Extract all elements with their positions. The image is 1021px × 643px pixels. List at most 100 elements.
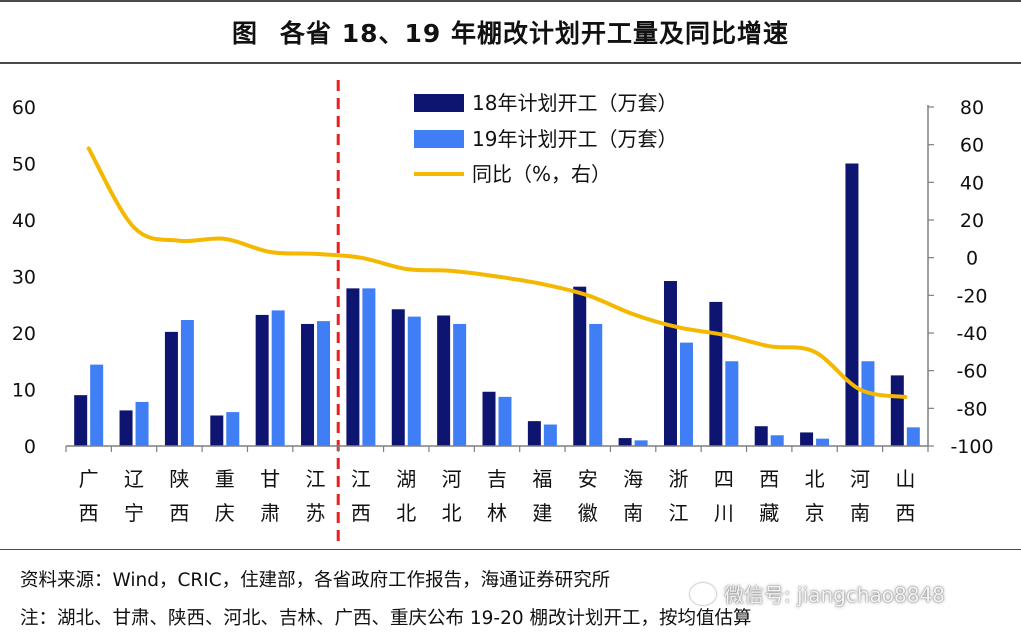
line-group <box>86 146 908 400</box>
bar-18-3 <box>210 415 224 446</box>
left-tick-label-5: 50 <box>12 154 36 176</box>
title-bar: 图各省 18、19 年棚改计划开工量及同比增速 <box>0 0 1021 64</box>
right-tick-label-9: 80 <box>960 97 984 119</box>
category-label-4-bottom: 肃 <box>260 501 280 525</box>
bar-18-4 <box>255 314 269 446</box>
category-label-18-top: 山 <box>895 467 915 491</box>
bar-18-2 <box>164 331 178 446</box>
category-label-2-top: 陕 <box>169 467 189 491</box>
axes-group: 0102030405060-100-80-60-40-20020406080广西… <box>12 97 994 525</box>
category-label-12-top: 海 <box>623 467 643 491</box>
bar-18-14 <box>709 301 723 446</box>
category-label-6-top: 江 <box>351 467 371 491</box>
category-label-4-top: 甘 <box>260 467 280 491</box>
right-tick-label-8: 60 <box>960 135 984 157</box>
legend-swatch-1 <box>414 130 464 148</box>
bar-18-0 <box>74 395 88 446</box>
bar-18-1 <box>119 410 133 446</box>
watermark-text: 微信号: jiangchao8848 <box>724 583 945 607</box>
category-label-9-bottom: 林 <box>487 501 507 525</box>
legend-label-0: 18年计划开工（万套） <box>472 91 677 115</box>
category-label-12-bottom: 南 <box>623 501 643 525</box>
bar-19-12 <box>634 440 648 446</box>
category-label-0-bottom: 西 <box>79 501 99 525</box>
bar-19-0 <box>90 364 104 446</box>
bar-18-7 <box>391 309 405 446</box>
bar-18-6 <box>346 288 360 446</box>
category-label-10-bottom: 建 <box>532 501 552 525</box>
chart-title: 图各省 18、19 年棚改计划开工量及同比增速 <box>0 14 1021 50</box>
category-label-3-top: 重 <box>215 467 235 491</box>
figure-label: 图 <box>231 19 258 48</box>
bar-19-11 <box>589 323 603 446</box>
bar-19-9 <box>498 396 512 446</box>
legend-group: 18年计划开工（万套） 19年计划开工（万套） 同比（%，右） <box>414 91 677 186</box>
category-label-11-bottom: 徽 <box>578 501 598 525</box>
category-label-5-bottom: 苏 <box>306 501 326 525</box>
category-label-7-top: 湖 <box>396 467 416 491</box>
category-label-1-top: 辽 <box>124 467 144 491</box>
bar-18-12 <box>618 438 632 446</box>
yoy-line <box>86 146 908 400</box>
category-label-3-bottom: 庆 <box>215 501 235 525</box>
category-label-13-bottom: 江 <box>668 501 688 525</box>
legend-label-2: 同比（%，右） <box>472 162 611 186</box>
right-tick-label-1: -80 <box>956 398 987 420</box>
left-tick-label-1: 10 <box>12 380 36 402</box>
bar-18-17 <box>845 163 859 446</box>
category-label-16-top: 北 <box>805 467 825 491</box>
category-label-18-bottom: 西 <box>895 501 915 525</box>
bar-18-15 <box>754 426 768 446</box>
source-note: 资料来源：Wind，CRIC，住建部，各省政府工作报告，海通证券研究所 <box>20 570 611 591</box>
legend-label-1: 19年计划开工（万套） <box>472 127 677 151</box>
category-label-17-top: 河 <box>850 467 870 491</box>
title-text: 各省 18、19 年棚改计划开工量及同比增速 <box>280 19 789 48</box>
legend-swatch-0 <box>414 94 464 112</box>
wechat-icon <box>690 583 716 605</box>
category-label-7-bottom: 北 <box>396 501 416 525</box>
chart-area: 0102030405060-100-80-60-40-20020406080广西… <box>12 80 994 541</box>
right-tick-label-0: -100 <box>950 436 993 458</box>
category-label-11-top: 安 <box>578 467 598 491</box>
bars-group <box>74 163 920 446</box>
left-tick-label-6: 60 <box>12 97 36 119</box>
footnote: 注：湖北、甘肃、陕西、河北、吉林、广西、重庆公布 19-20 棚改计划开工，按均… <box>20 608 752 629</box>
category-label-17-bottom: 南 <box>850 501 870 525</box>
category-label-14-top: 四 <box>714 467 734 491</box>
category-label-13-top: 浙 <box>668 467 688 491</box>
right-tick-label-7: 40 <box>960 172 984 194</box>
bar-18-8 <box>437 315 451 446</box>
category-label-14-bottom: 川 <box>714 501 734 525</box>
right-tick-label-5: 0 <box>966 248 978 270</box>
left-tick-label-3: 30 <box>12 267 36 289</box>
bar-19-16 <box>816 438 830 446</box>
right-tick-label-4: -20 <box>956 285 987 307</box>
category-label-2-bottom: 西 <box>169 501 189 525</box>
bar-18-13 <box>663 281 677 446</box>
bar-18-5 <box>301 323 315 446</box>
bar-18-9 <box>482 391 496 446</box>
bar-19-7 <box>407 316 421 446</box>
bar-19-8 <box>453 323 467 446</box>
category-label-0-top: 广 <box>79 467 99 491</box>
left-tick-label-4: 40 <box>12 210 36 232</box>
bar-19-5 <box>317 321 331 446</box>
bar-19-14 <box>725 361 739 446</box>
bar-19-17 <box>861 361 875 446</box>
category-label-5-top: 江 <box>306 467 326 491</box>
bar-19-10 <box>543 424 557 446</box>
category-label-9-top: 吉 <box>487 467 507 491</box>
bar-19-13 <box>679 342 693 446</box>
bar-19-6 <box>362 288 376 446</box>
category-label-16-bottom: 京 <box>805 501 825 525</box>
bar-18-16 <box>800 432 814 446</box>
bar-19-1 <box>135 401 149 446</box>
bar-19-2 <box>180 320 194 446</box>
category-label-8-bottom: 北 <box>442 501 462 525</box>
category-label-8-top: 河 <box>442 467 462 491</box>
bar-18-10 <box>527 421 541 446</box>
bar-18-11 <box>573 286 587 446</box>
category-label-15-bottom: 藏 <box>759 501 779 525</box>
left-tick-label-2: 20 <box>12 323 36 345</box>
category-label-6-bottom: 西 <box>351 501 371 525</box>
